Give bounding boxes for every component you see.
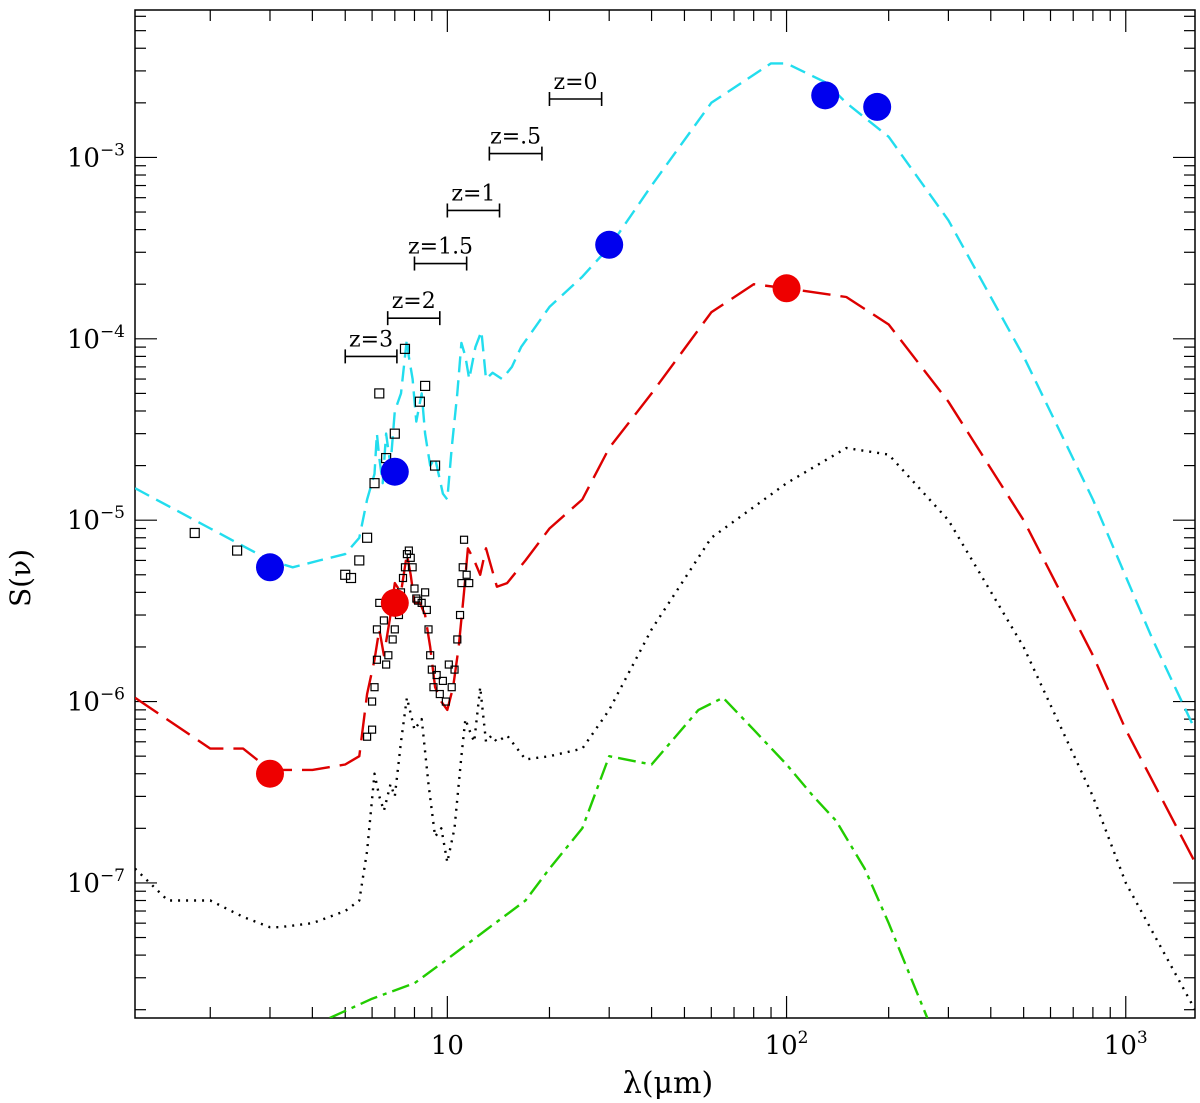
open-square-point <box>420 380 431 392</box>
plot-border <box>134 9 1196 1019</box>
open-square-point <box>414 396 425 407</box>
redshift-label: z=3 <box>349 327 393 352</box>
open-square-point <box>421 588 430 597</box>
y-tick-label: 10−4 <box>67 322 125 355</box>
y-tick-label: 10−3 <box>67 140 125 173</box>
y-axis-label: S(ν) <box>4 549 37 607</box>
y-tick-label: 10−6 <box>67 685 125 718</box>
open-square-point <box>455 610 465 620</box>
open-square-point <box>382 660 391 669</box>
series-line-green-dash-dot-model <box>329 696 929 1018</box>
open-square-point <box>441 697 450 706</box>
x-tick-label: 10 <box>431 1031 464 1061</box>
open-square-point <box>345 572 357 584</box>
open-square-point <box>450 665 459 674</box>
open-square-point <box>367 725 377 734</box>
open-square-point <box>417 598 426 607</box>
redshift-label: z=2 <box>392 289 436 314</box>
open-square-point <box>426 651 435 660</box>
y-tick-label: 10−5 <box>67 503 125 536</box>
redshift-bar-layer: z=0 z=.5 z=1 z=1.5 z=2 z=3 <box>344 70 603 364</box>
open-square-point <box>427 665 436 674</box>
open-square-point <box>398 573 408 583</box>
x-tick-label: 103 <box>1104 1028 1148 1061</box>
open-square-point <box>429 460 441 471</box>
open-square-point <box>444 660 453 669</box>
open-square-point <box>435 689 444 699</box>
open-square-point <box>372 655 382 664</box>
open-square-point <box>354 555 365 566</box>
redshift-label: z=1 <box>451 181 495 206</box>
open-square-point <box>367 697 377 706</box>
series-layer <box>135 62 1195 1018</box>
open-square-point <box>459 535 469 544</box>
open-square-point <box>370 683 379 692</box>
open-square-point <box>362 532 373 543</box>
open-square-point <box>400 563 410 572</box>
y-tick-label: 10−7 <box>67 866 125 899</box>
open-square-point <box>438 676 447 685</box>
open-square-point <box>410 584 419 593</box>
open-square-point <box>384 651 393 660</box>
red-filled-point <box>380 588 409 617</box>
blue-filled-point <box>255 553 284 582</box>
open-square-point <box>363 732 372 741</box>
open-square-point <box>457 578 466 588</box>
marker-layer <box>189 81 892 788</box>
x-axis-label: λ(μm) <box>623 1066 713 1101</box>
open-square-point <box>189 527 200 539</box>
blue-filled-point <box>863 92 892 121</box>
series-line-black-dotted-model <box>135 446 1195 1011</box>
tick-label-layer: 10 102 103 10−7 10−6 10−5 10−4 10−3 <box>67 140 1148 1061</box>
open-square-point <box>369 478 380 489</box>
open-square-point <box>399 343 411 354</box>
open-square-point <box>372 625 382 634</box>
series-line-red-long-dash-model <box>135 283 1195 863</box>
open-square-point <box>390 625 399 634</box>
redshift-label: z=1.5 <box>408 235 473 260</box>
open-square-point <box>340 569 351 580</box>
open-square-point <box>389 428 400 439</box>
open-square-point <box>462 570 471 579</box>
open-square-point <box>232 545 243 556</box>
red-filled-point <box>772 274 801 303</box>
open-square-point <box>388 635 397 644</box>
open-square-point <box>432 670 441 680</box>
blue-filled-point <box>811 81 840 110</box>
open-square-point <box>406 553 415 562</box>
open-square-point <box>429 683 438 692</box>
blue-filled-point <box>380 457 409 486</box>
open-square-point <box>374 388 385 399</box>
plot-frame-layer <box>134 9 1196 1019</box>
open-square-point <box>424 625 433 634</box>
red-filled-point <box>255 759 284 788</box>
series-line-cyan-dashed-model <box>135 62 1195 731</box>
open-square-point <box>412 594 421 603</box>
open-square-point <box>453 635 462 644</box>
open-square-point <box>379 616 388 625</box>
open-square-point <box>422 605 431 615</box>
open-square-point <box>447 683 456 692</box>
open-square-point <box>408 563 417 572</box>
blue-filled-point <box>595 230 624 259</box>
redshift-label: z=0 <box>554 70 598 95</box>
x-tick-label: 102 <box>765 1028 809 1061</box>
redshift-label: z=.5 <box>490 125 541 150</box>
open-square-point <box>465 578 474 588</box>
